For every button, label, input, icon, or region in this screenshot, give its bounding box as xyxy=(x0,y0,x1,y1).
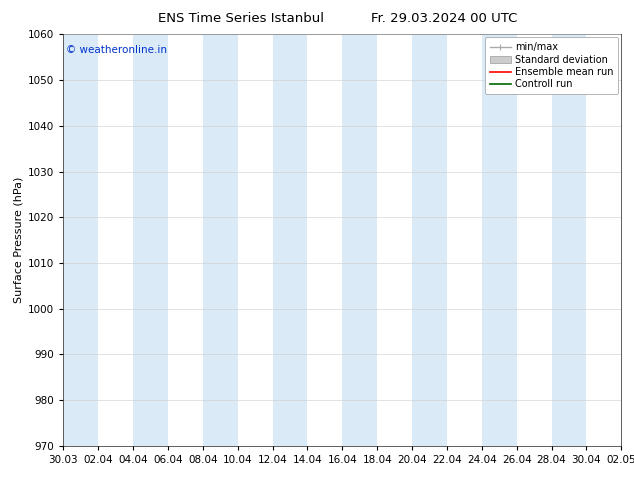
Bar xyxy=(482,34,517,446)
Text: Fr. 29.03.2024 00 UTC: Fr. 29.03.2024 00 UTC xyxy=(371,12,517,25)
Text: ENS Time Series Istanbul: ENS Time Series Istanbul xyxy=(158,12,324,25)
Bar xyxy=(133,34,168,446)
Bar xyxy=(273,34,307,446)
Bar xyxy=(412,34,447,446)
Bar xyxy=(342,34,377,446)
Legend: min/max, Standard deviation, Ensemble mean run, Controll run: min/max, Standard deviation, Ensemble me… xyxy=(485,37,618,94)
Bar xyxy=(552,34,586,446)
Bar xyxy=(63,34,98,446)
Y-axis label: Surface Pressure (hPa): Surface Pressure (hPa) xyxy=(14,177,24,303)
Text: © weatheronline.in: © weatheronline.in xyxy=(66,45,167,54)
Bar xyxy=(203,34,238,446)
